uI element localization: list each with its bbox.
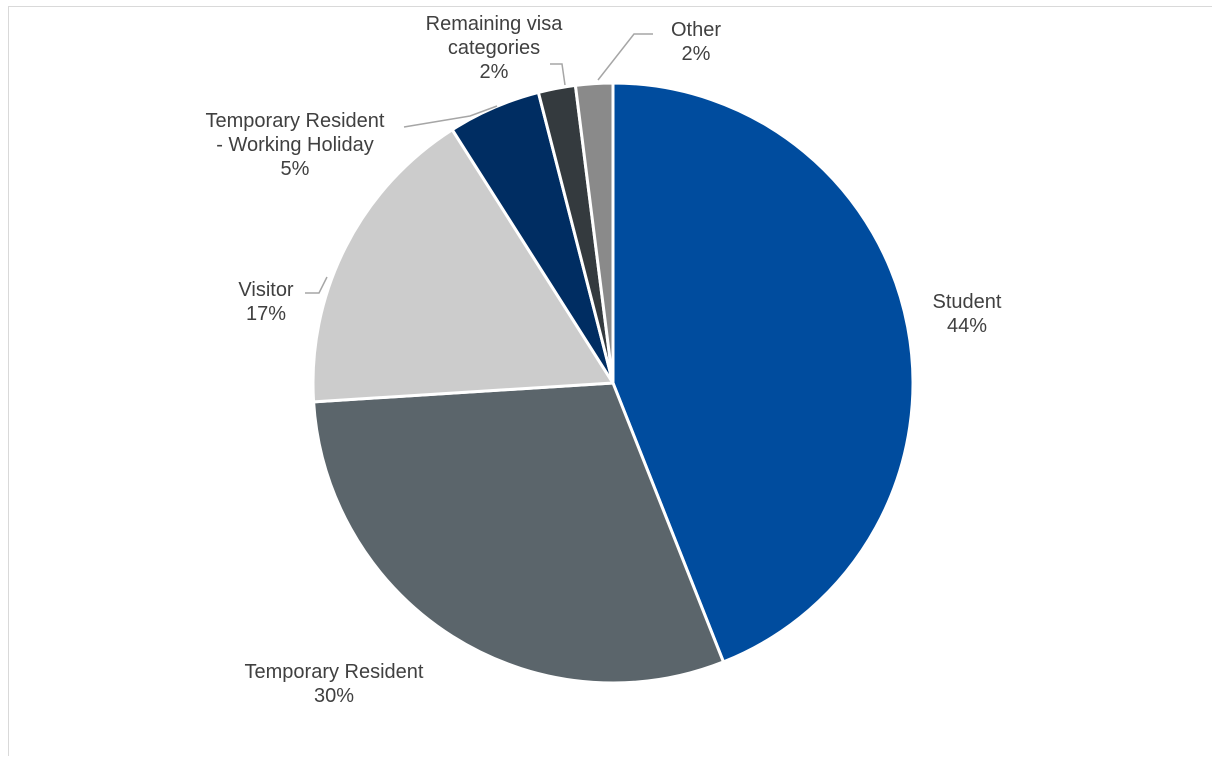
data-label-line: categories (448, 37, 540, 59)
leader-line-visitor (305, 276, 328, 294)
pie-slices (311, 81, 915, 685)
data-label-line: - Working Holiday (216, 134, 373, 156)
data-label-remaining-visa-categories: Remaining visa categories 2% (426, 13, 564, 83)
data-label-line: Other (671, 19, 721, 41)
pie-slice-visitor (311, 128, 615, 404)
data-label-line: Remaining visa (426, 13, 564, 35)
data-label-line: 44% (947, 315, 987, 337)
data-label-student: Student 44% (933, 291, 1002, 337)
chart-frame (8, 6, 1212, 756)
data-label-line: Visitor (238, 279, 294, 301)
data-label-line: 17% (246, 303, 286, 325)
data-label-temporary-resident-working-holiday: Temporary Resident - Working Holiday 5% (206, 110, 385, 180)
leader-line-remaining-visa (550, 63, 566, 86)
leader-line-other (597, 33, 653, 81)
data-label-temporary-resident: Temporary Resident 30% (245, 661, 424, 707)
leader-line-working-holiday (403, 105, 498, 128)
data-label-line: Student (933, 291, 1002, 313)
data-label-line: 2% (682, 43, 711, 65)
pie-slice-temporary-resident (312, 381, 725, 685)
data-labels: Student 44%Temporary Resident 30%Visitor 17… (206, 13, 1002, 707)
data-label-line: Temporary Resident (206, 110, 385, 132)
data-label-line: 2% (480, 61, 509, 83)
data-label-other: Other 2% (671, 19, 721, 65)
data-label-line: 5% (281, 158, 310, 180)
data-label-line: Temporary Resident (245, 661, 424, 683)
leader-lines (305, 33, 653, 294)
data-label-visitor: Visitor 17% (238, 279, 294, 325)
data-label-line: 30% (314, 685, 354, 707)
pie-slice-other (573, 81, 615, 385)
pie-slice-student (611, 81, 915, 664)
